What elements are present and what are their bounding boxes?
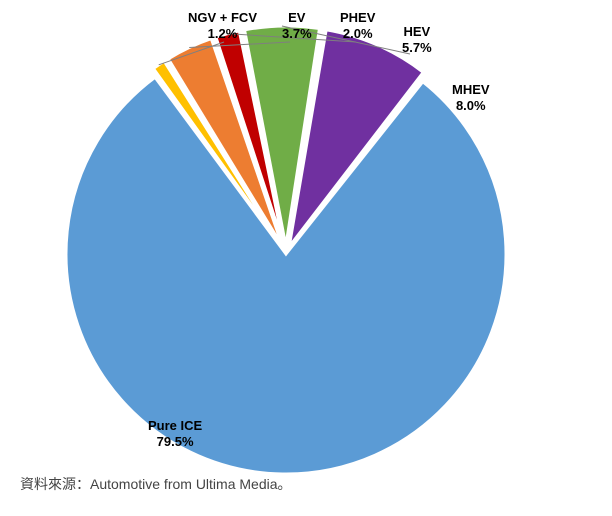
source-line: 資料來源：Automotive from Ultima Media。: [20, 474, 292, 494]
label-hev-name: HEV: [403, 24, 430, 39]
label-ev: EV 3.7%: [282, 10, 312, 43]
label-ngv-fcv-name: NGV + FCV: [188, 10, 257, 25]
label-hev-pct: 5.7%: [402, 40, 432, 55]
label-ngv-fcv: NGV + FCV 1.2%: [188, 10, 257, 43]
label-phev-pct: 2.0%: [343, 26, 373, 41]
label-ev-pct: 3.7%: [282, 26, 312, 41]
label-hev: HEV 5.7%: [402, 24, 432, 57]
label-phev-name: PHEV: [340, 10, 375, 25]
label-pure-ice-pct: 79.5%: [157, 434, 194, 449]
label-pure-ice: Pure ICE 79.5%: [148, 418, 202, 451]
label-mhev: MHEV 8.0%: [452, 82, 490, 115]
label-phev: PHEV 2.0%: [340, 10, 375, 43]
label-ngv-fcv-pct: 1.2%: [208, 26, 238, 41]
label-pure-ice-name: Pure ICE: [148, 418, 202, 433]
label-ev-name: EV: [288, 10, 305, 25]
pie-chart-container: Pure ICE 79.5% NGV + FCV 1.2% EV 3.7% PH…: [0, 0, 612, 516]
pie-chart-svg: [0, 0, 612, 516]
label-mhev-name: MHEV: [452, 82, 490, 97]
label-mhev-pct: 8.0%: [456, 98, 486, 113]
